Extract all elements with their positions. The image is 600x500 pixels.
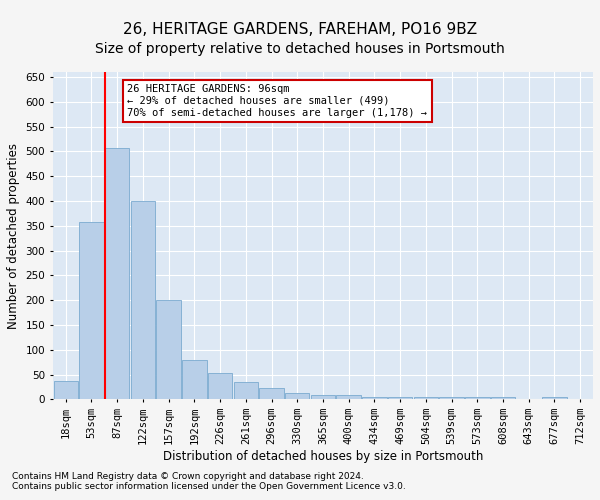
Bar xyxy=(465,397,490,400)
Text: 26 HERITAGE GARDENS: 96sqm
← 29% of detached houses are smaller (499)
70% of sem: 26 HERITAGE GARDENS: 96sqm ← 29% of deta… xyxy=(127,84,427,117)
X-axis label: Distribution of detached houses by size in Portsmouth: Distribution of detached houses by size … xyxy=(163,450,483,463)
Bar xyxy=(105,148,130,400)
Bar xyxy=(208,373,232,400)
Bar xyxy=(542,397,566,400)
Bar xyxy=(259,388,284,400)
Text: Size of property relative to detached houses in Portsmouth: Size of property relative to detached ho… xyxy=(95,42,505,56)
Y-axis label: Number of detached properties: Number of detached properties xyxy=(7,142,20,328)
Bar xyxy=(131,201,155,400)
Bar xyxy=(491,397,515,400)
Bar xyxy=(53,380,78,400)
Bar xyxy=(388,397,412,400)
Bar xyxy=(285,394,310,400)
Bar xyxy=(157,300,181,400)
Bar xyxy=(233,382,258,400)
Bar xyxy=(182,360,206,400)
Bar xyxy=(413,397,438,400)
Text: 26, HERITAGE GARDENS, FAREHAM, PO16 9BZ: 26, HERITAGE GARDENS, FAREHAM, PO16 9BZ xyxy=(123,22,477,38)
Text: Contains public sector information licensed under the Open Government Licence v3: Contains public sector information licen… xyxy=(12,482,406,491)
Text: Contains HM Land Registry data © Crown copyright and database right 2024.: Contains HM Land Registry data © Crown c… xyxy=(12,472,364,481)
Bar xyxy=(311,395,335,400)
Bar xyxy=(362,397,386,400)
Bar xyxy=(439,397,464,400)
Bar xyxy=(337,395,361,400)
Bar xyxy=(79,222,104,400)
